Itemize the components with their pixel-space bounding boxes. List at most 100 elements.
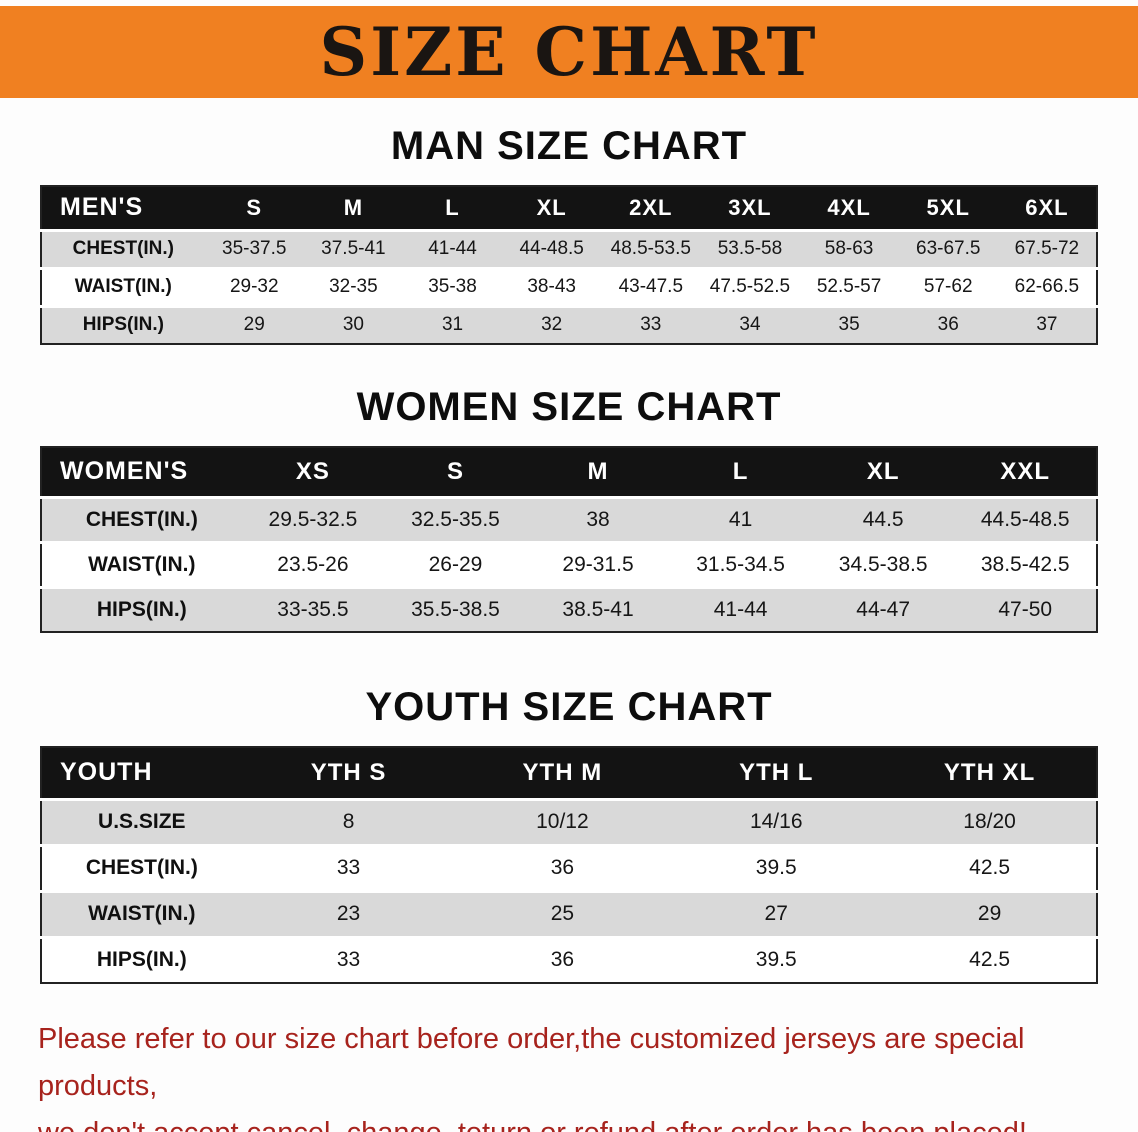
size-value-cell: 38-43: [527, 276, 576, 297]
youth-size-section: YOUTH SIZE CHART YOUTH YTH S YTH M YTH L YTH…: [0, 685, 1138, 984]
size-value-cell: 41-44: [428, 238, 477, 259]
measurement-row: WAIST(IN.) 23.5-26 26-29 29-31.5 31.5-34.5 34…: [41, 542, 1097, 587]
size-column-header: XL: [502, 186, 602, 230]
size-value-cell: 39.5: [755, 856, 797, 879]
size-value-cell: 32-35: [329, 276, 378, 297]
size-column-header: YTH M: [455, 747, 670, 799]
size-value-cell: 41-44: [713, 597, 768, 621]
size-value-cell: 31: [441, 314, 464, 336]
size-column-header: 6XL: [997, 186, 1097, 230]
measurement-row: U.S.SIZE 8 10/12 14/16 18/20: [41, 799, 1097, 845]
size-value-cell: 29.5-32.5: [268, 507, 358, 531]
table-header-row: MEN'S S M L XL 2XL 3XL 4XL 5XL 6XL: [41, 186, 1097, 230]
size-value-cell: 10/12: [536, 810, 589, 833]
disclaimer-line-1: Please refer to our size chart before or…: [38, 1023, 1025, 1102]
size-value-cell: 33: [336, 856, 361, 879]
size-value-cell: 29-32: [229, 276, 279, 297]
size-value-cell: 38.5-42.5: [980, 552, 1070, 576]
size-column-header: 2XL: [601, 186, 701, 230]
size-value-cell: 33: [640, 314, 662, 336]
measurement-row: CHEST(IN.) 35-37.5 37.5-41 41-44 44-48.5 48.5…: [41, 230, 1097, 268]
table-header-row: WOMEN'S XS S M L XL XXL: [41, 447, 1097, 497]
size-value-cell: 37.5-41: [321, 238, 386, 259]
size-value-cell: 23: [336, 902, 361, 925]
size-value-cell: 25: [550, 902, 575, 925]
row-label: WAIST(IN.): [88, 902, 196, 925]
size-value-cell: 48.5-53.5: [610, 238, 691, 259]
size-column-header: M: [303, 186, 403, 230]
size-value-cell: 44.5-48.5: [980, 507, 1070, 531]
size-value-cell: 67.5-72: [1014, 238, 1080, 259]
size-value-cell: 30: [342, 314, 364, 336]
size-value-cell: 18/20: [963, 810, 1016, 833]
size-value-cell: 36: [550, 856, 575, 879]
size-value-cell: 38.5-41: [562, 597, 634, 621]
size-value-cell: 44-48.5: [519, 238, 584, 259]
measurement-row: WAIST(IN.) 23 25 27 29: [41, 891, 1097, 937]
size-value-cell: 34: [739, 314, 761, 336]
women-chart-heading: WOMEN SIZE CHART: [356, 385, 782, 429]
size-value-cell: 41: [728, 507, 753, 531]
size-column-header: YTH XL: [883, 747, 1097, 799]
size-value-cell: 34.5-38.5: [838, 552, 928, 576]
size-value-cell: 27: [764, 902, 788, 925]
measurement-row: HIPS(IN.) 33 36 39.5 42.5: [41, 937, 1097, 983]
size-value-cell: 31.5-34.5: [696, 552, 785, 576]
measurement-row: CHEST(IN.) 33 36 39.5 42.5: [41, 845, 1097, 891]
row-label: WAIST(IN.): [88, 552, 196, 576]
table-title-cell: MEN'S: [41, 186, 205, 230]
man-size-table: MEN'S S M L XL 2XL 3XL 4XL 5XL 6XL CHEST(IN.) 35-37…: [40, 185, 1098, 345]
row-label: HIPS(IN.): [96, 597, 187, 621]
disclaimer-note: Please refer to our size chart before or…: [38, 1016, 1118, 1132]
size-column-header: XL: [811, 447, 955, 497]
size-value-cell: 33: [336, 948, 361, 972]
size-value-cell: 47.5-52.5: [709, 276, 791, 297]
size-column-header: S: [384, 447, 527, 497]
size-value-cell: 35-38: [428, 276, 477, 297]
size-value-cell: 32.5-35.5: [411, 507, 500, 531]
size-value-cell: 26-29: [428, 552, 483, 576]
size-value-cell: 63-67.5: [916, 238, 981, 259]
size-value-cell: 52.5-57: [816, 276, 882, 297]
size-value-cell: 42.5: [969, 948, 1011, 972]
size-value-cell: 8: [342, 810, 355, 833]
measurement-row: HIPS(IN.) 29 30 31 32 33 34 35 36 37: [41, 306, 1097, 344]
measurement-row: HIPS(IN.) 33-35.5 35.5-38.5 38.5-41 41-44 44-…: [41, 587, 1097, 632]
size-column-header: 3XL: [700, 186, 800, 230]
row-label: CHEST(IN.): [85, 507, 198, 531]
size-value-cell: 29-31.5: [562, 552, 634, 576]
page-title: SIZE CHART: [319, 13, 819, 91]
row-label: CHEST(IN.): [72, 238, 174, 259]
size-value-cell: 37: [1036, 314, 1058, 336]
women-size-table: WOMEN'S XS S M L XL XXL CHEST(IN.) 29.5-32.5 32.5…: [40, 446, 1098, 633]
size-value-cell: 35: [838, 314, 860, 336]
size-value-cell: 38: [586, 507, 610, 531]
size-value-cell: 58-63: [824, 238, 874, 259]
table-header-row: YOUTH YTH S YTH M YTH L YTH XL: [41, 747, 1097, 799]
size-column-header: XXL: [954, 447, 1097, 497]
size-column-header: YTH S: [241, 747, 456, 799]
row-label: WAIST(IN.): [74, 276, 172, 297]
size-value-cell: 32: [541, 314, 563, 336]
size-column-header: S: [204, 186, 304, 230]
youth-chart-heading: YOUTH SIZE CHART: [365, 685, 773, 729]
youth-size-table: YOUTH YTH S YTH M YTH L YTH XL U.S.SIZE 8 10/12…: [40, 746, 1098, 984]
size-value-cell: 53.5-58: [717, 238, 783, 259]
size-value-cell: 57-62: [923, 276, 973, 297]
size-value-cell: 33-35.5: [277, 597, 349, 621]
size-value-cell: 36: [937, 314, 959, 336]
size-column-header: M: [526, 447, 670, 497]
size-value-cell: 35.5-38.5: [411, 597, 500, 621]
size-value-cell: 23.5-26: [277, 552, 349, 576]
size-value-cell: 29: [977, 902, 1002, 925]
size-value-cell: 62-66.5: [1014, 276, 1080, 297]
size-column-header: L: [402, 186, 503, 230]
table-title-cell: YOUTH: [41, 747, 242, 799]
size-value-cell: 44.5: [862, 507, 904, 531]
size-column-header: 5XL: [898, 186, 998, 230]
size-column-header: YTH L: [669, 747, 884, 799]
size-value-cell: 29: [243, 314, 265, 336]
size-value-cell: 36: [550, 948, 575, 972]
measurement-row: CHEST(IN.) 29.5-32.5 32.5-35.5 38 41 44.5 44.5…: [41, 497, 1097, 542]
